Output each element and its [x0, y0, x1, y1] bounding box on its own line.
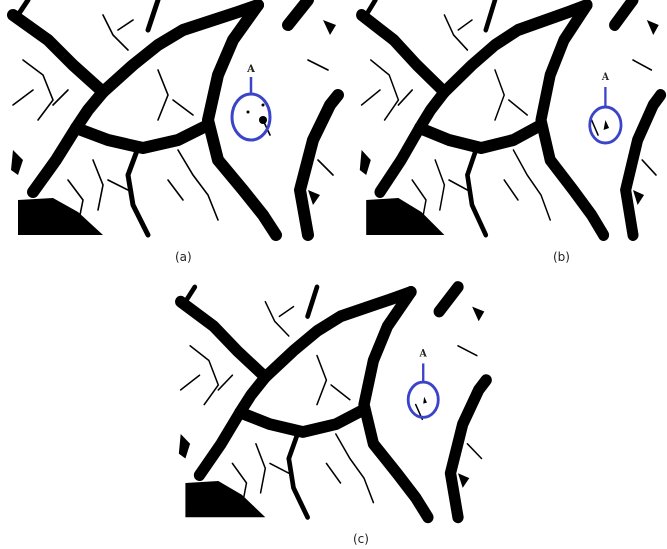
annotation: A: [601, 72, 610, 83]
panel-c-image: A: [176, 287, 486, 517]
panel-b-image: A: [357, 0, 661, 235]
panel-caption: (b): [553, 250, 570, 264]
figure: A A A (a) (b) (c): [0, 0, 667, 549]
panel-caption: (a): [175, 250, 192, 264]
annotation: A: [419, 348, 428, 359]
panel-a-image: A: [8, 0, 338, 235]
figure-graphics: A A A: [0, 0, 667, 549]
annotation: A: [246, 64, 255, 75]
panel-caption: (c): [353, 532, 369, 546]
